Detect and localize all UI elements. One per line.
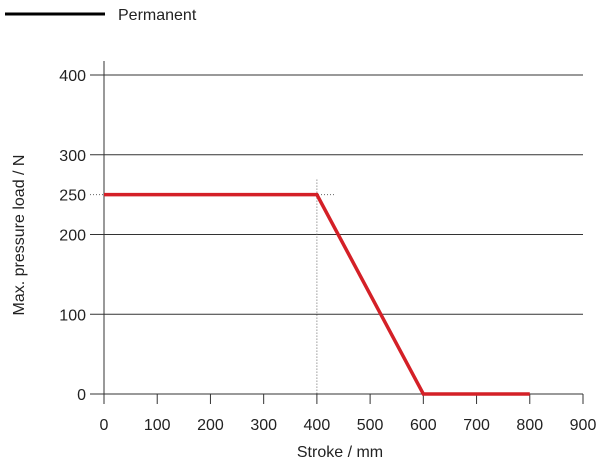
y-axis-title: Max. pressure load / N: [11, 155, 28, 316]
x-tick-label-800: 800: [516, 417, 543, 434]
x-tick-label-900: 900: [570, 417, 597, 434]
x-tick-label-500: 500: [357, 417, 384, 434]
legend-label-permanent: Permanent: [118, 7, 197, 24]
y-tick-label-100: 100: [59, 307, 86, 324]
series-line-0: [104, 192, 530, 396]
x-tick-label-400: 400: [304, 417, 331, 434]
axes: [103, 61, 584, 404]
reference-lines: [90, 179, 335, 394]
x-axis-title: Stroke / mm: [297, 444, 383, 461]
y-tick-label-250: 250: [59, 188, 86, 205]
y-tick-label-300: 300: [59, 148, 86, 165]
y-tick-label-0: 0: [77, 387, 86, 404]
x-tick-label-300: 300: [250, 417, 277, 434]
x-tick-label-100: 100: [144, 417, 171, 434]
gridlines: [90, 74, 583, 395]
y-tick-label-200: 200: [59, 228, 86, 245]
x-tick-label-0: 0: [100, 417, 109, 434]
legend: Permanent: [5, 7, 197, 24]
y-tick-label-400: 400: [59, 68, 86, 85]
tick-labels: 0 100 200 300 400 500 600 700 800 900 0 100 200 250 30…: [59, 68, 596, 434]
series-layer: [104, 192, 530, 396]
x-tick-label-600: 600: [410, 417, 437, 434]
x-tick-label-200: 200: [197, 417, 224, 434]
x-tick-label-700: 700: [463, 417, 490, 434]
